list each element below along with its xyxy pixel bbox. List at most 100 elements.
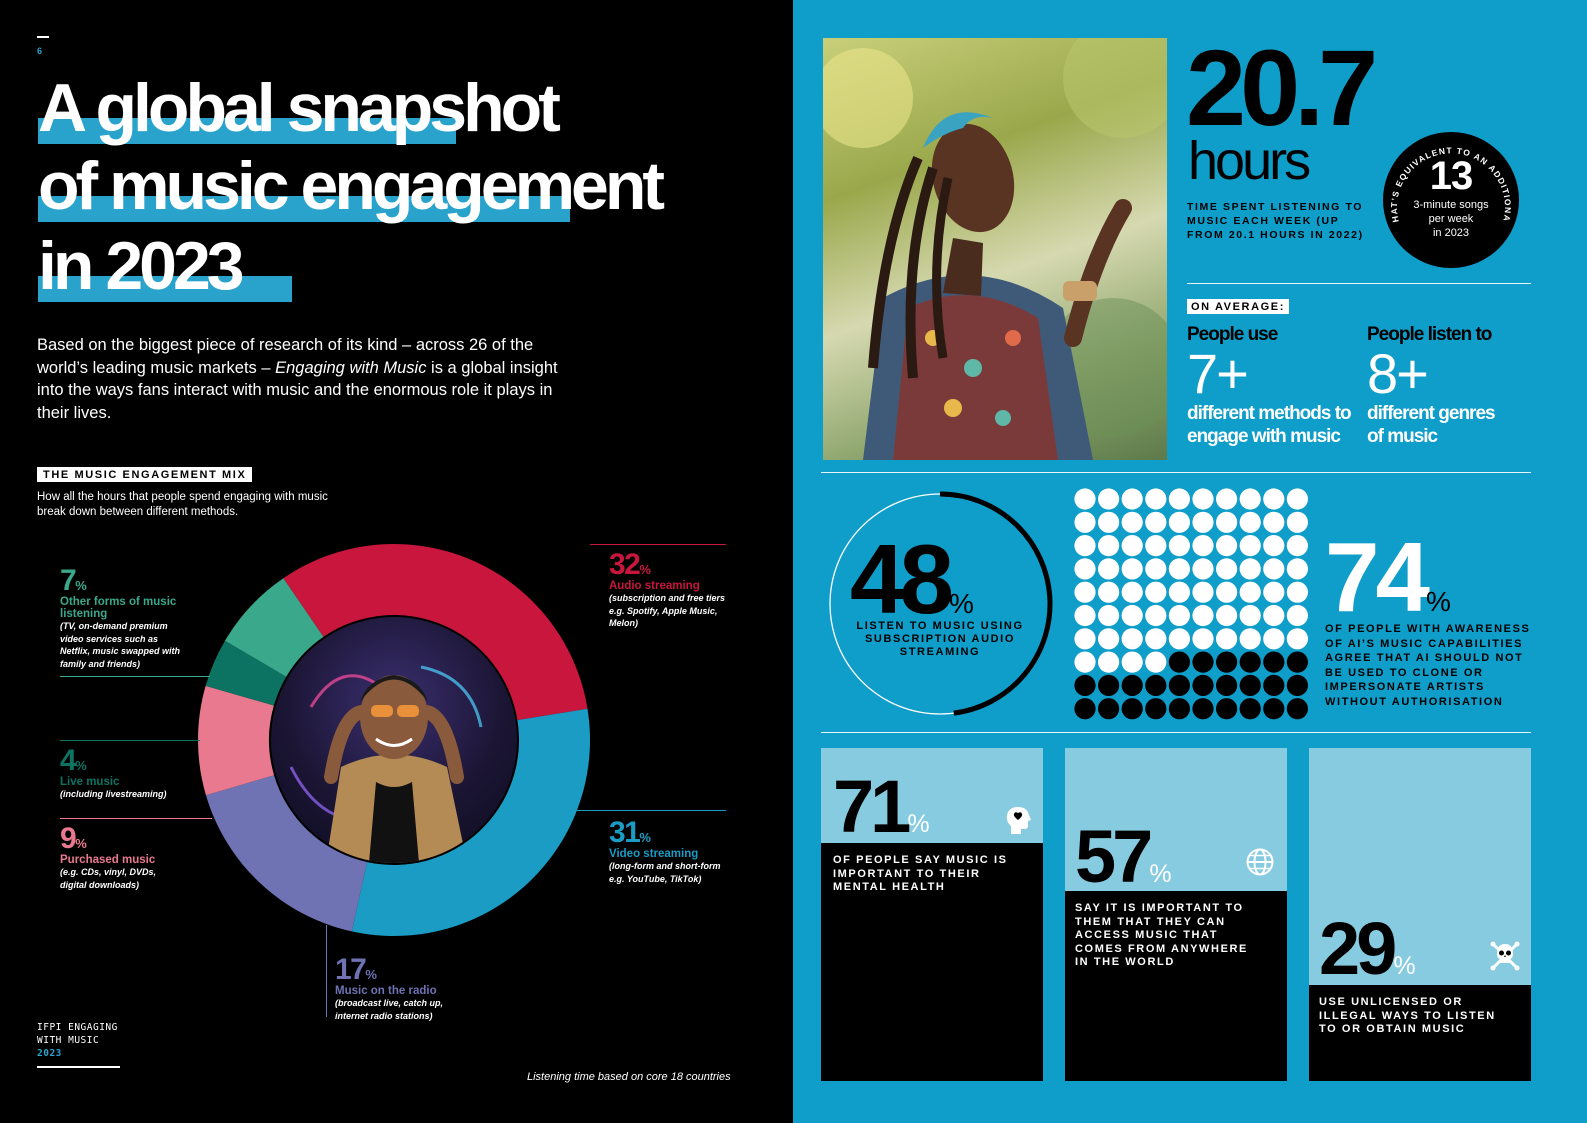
ai-dot bbox=[1098, 581, 1120, 603]
ai-dot-grid bbox=[1074, 488, 1308, 720]
label-live-music: 4% Live music (including livestreaming) bbox=[60, 744, 167, 800]
ai-dot bbox=[1192, 651, 1214, 673]
ai-dot bbox=[1239, 511, 1261, 533]
equivalent-arc-text: THAT’S EQUIVALENT TO AN ADDITIONAL bbox=[1383, 132, 1512, 223]
ai-dot bbox=[1168, 674, 1190, 696]
ai-dot bbox=[1145, 511, 1167, 533]
on-average-label: ON AVERAGE: bbox=[1187, 299, 1289, 314]
ai-dot bbox=[1286, 558, 1308, 580]
title-line-3: in 2023 bbox=[38, 232, 292, 302]
ai-dot bbox=[1263, 674, 1285, 696]
ai-dot bbox=[1121, 698, 1143, 720]
ai-dot bbox=[1286, 604, 1308, 627]
ai-dot bbox=[1286, 488, 1308, 510]
card-mental-health: 71% OF PEOPLE SAY MUSIC IS IMPORTANT TO … bbox=[821, 748, 1043, 1081]
donut-slice-other-forms-of-music-listening bbox=[224, 578, 324, 677]
ai-dot bbox=[1192, 581, 1214, 603]
ring-progress bbox=[939, 491, 1053, 716]
ai-dot bbox=[1074, 651, 1096, 673]
leader-line-purchased bbox=[60, 818, 212, 819]
divider-top bbox=[1187, 283, 1531, 284]
ai-dot bbox=[1192, 558, 1214, 580]
ai-dot bbox=[1145, 488, 1167, 510]
ai-dot bbox=[1098, 674, 1120, 696]
ai-dot bbox=[1145, 628, 1167, 650]
donut-slice-live-music bbox=[205, 640, 287, 706]
ai-dot bbox=[1239, 558, 1261, 580]
ai-dot bbox=[1216, 674, 1238, 696]
ai-dot bbox=[1239, 535, 1261, 557]
ai-dot bbox=[1074, 604, 1096, 627]
ai-dot bbox=[1074, 698, 1096, 720]
skull-crossbones-icon bbox=[1490, 941, 1520, 971]
subscription-value: 48% bbox=[850, 524, 974, 634]
ai-dot bbox=[1074, 558, 1096, 580]
ai-dot bbox=[1121, 674, 1143, 696]
divider-lower bbox=[821, 732, 1531, 733]
ai-dot bbox=[1216, 488, 1238, 510]
ai-dot bbox=[1145, 558, 1167, 580]
engagement-donut-chart bbox=[198, 544, 590, 936]
ai-dot bbox=[1145, 581, 1167, 603]
hours-value: 20.7 bbox=[1186, 27, 1378, 148]
label-other-listening: 7% Other forms of music listening (TV, o… bbox=[60, 564, 181, 669]
ai-dot bbox=[1168, 628, 1190, 650]
card-unlicensed: 29% USE UNLICENSED OR ILLEGAL WAYS TO LI… bbox=[1309, 748, 1531, 1081]
ai-dot bbox=[1216, 651, 1238, 673]
label-audio-streaming: 32% Audio streaming (subscription and fr… bbox=[609, 548, 726, 629]
ai-text: OF PEOPLE WITH AWARENESS OF AI’S MUSIC C… bbox=[1325, 623, 1531, 708]
ai-dot bbox=[1286, 581, 1308, 603]
ai-dot bbox=[1286, 535, 1308, 557]
equivalent-badge: THAT’S EQUIVALENT TO AN ADDITIONAL 13 3-… bbox=[1383, 132, 1519, 268]
hours-unit: hours bbox=[1188, 131, 1311, 191]
leader-line-radio bbox=[326, 925, 327, 1017]
ai-dot bbox=[1239, 698, 1261, 720]
ai-value: 74% bbox=[1325, 522, 1451, 632]
leader-line-video bbox=[576, 810, 726, 811]
equivalent-caption: 3-minute songs per week in 2023 bbox=[1413, 199, 1489, 239]
donut-slice-video-streaming bbox=[351, 708, 590, 936]
ai-dot bbox=[1145, 535, 1167, 557]
footnote: Listening time based on core 18 countrie… bbox=[527, 1071, 731, 1083]
equivalent-number: 13 bbox=[1429, 154, 1474, 198]
ai-dot bbox=[1168, 511, 1190, 533]
donut-slice-purchased-music bbox=[198, 685, 275, 796]
leader-line-audio bbox=[590, 544, 726, 545]
genres-stat: People listen to 8+ different genres of … bbox=[1367, 324, 1496, 447]
ai-dot bbox=[1216, 698, 1238, 720]
ai-dot bbox=[1145, 674, 1167, 696]
ai-dot bbox=[1192, 674, 1214, 696]
ai-dot bbox=[1286, 674, 1308, 696]
subscription-text: LISTEN TO MUSIC USING SUBSCRIPTION AUDIO… bbox=[856, 620, 1024, 658]
ai-dot bbox=[1168, 698, 1190, 720]
leader-line-other bbox=[60, 676, 210, 677]
ai-dot bbox=[1286, 698, 1308, 720]
ai-dot bbox=[1263, 651, 1285, 673]
ai-dot bbox=[1074, 535, 1096, 557]
ai-dot bbox=[1286, 628, 1308, 650]
title-line-2: of music engagement bbox=[38, 148, 665, 224]
ai-dot bbox=[1145, 651, 1167, 673]
footer-brand: IFPI ENGAGING WITH MUSIC 2023 bbox=[37, 1022, 118, 1059]
ai-dot bbox=[1121, 628, 1143, 650]
ai-dot bbox=[1216, 581, 1238, 603]
ai-dot bbox=[1168, 604, 1190, 627]
globe-icon bbox=[1246, 848, 1274, 876]
title-line-1: A global snapshot bbox=[38, 70, 561, 146]
ai-dot bbox=[1121, 511, 1143, 533]
mix-description: How all the hours that people spend enga… bbox=[37, 491, 328, 518]
ai-dot bbox=[1168, 535, 1190, 557]
mix-label: THE MUSIC ENGAGEMENT MIX bbox=[37, 467, 253, 482]
ai-dot bbox=[1216, 535, 1238, 557]
ai-dot bbox=[1239, 604, 1261, 627]
ai-dot bbox=[1192, 628, 1214, 650]
ai-dot bbox=[1239, 581, 1261, 603]
page-tick bbox=[37, 36, 49, 38]
ai-dot bbox=[1074, 674, 1096, 696]
ai-dot bbox=[1145, 698, 1167, 720]
ai-dot bbox=[1192, 511, 1214, 533]
ai-dot bbox=[1145, 604, 1167, 627]
ai-dot bbox=[1263, 628, 1285, 650]
ai-dot bbox=[1121, 535, 1143, 557]
ai-dot bbox=[1239, 488, 1261, 510]
